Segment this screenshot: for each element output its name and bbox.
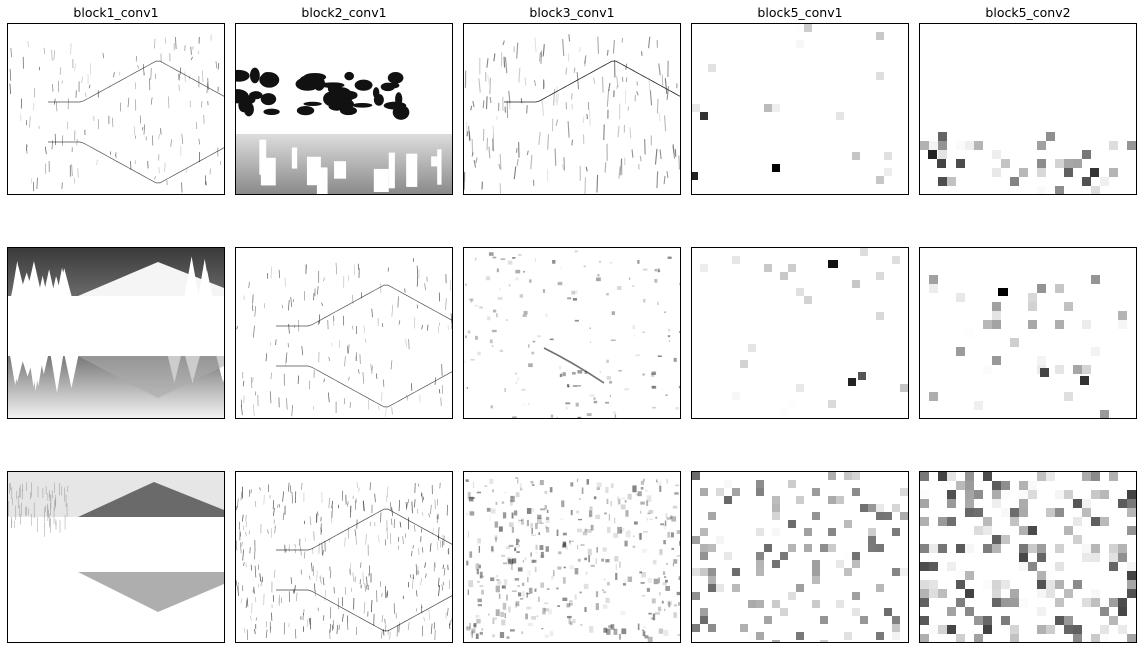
feature-map-r3-block2_conv1 <box>235 471 453 643</box>
feature-map-r3-block2_conv1-image <box>236 472 452 642</box>
feature-map-r2-block1_conv1-image <box>8 248 224 418</box>
column-title-block5_conv1: block5_conv1 <box>757 5 843 20</box>
feature-map-r2-block5_conv2-image <box>920 248 1136 418</box>
column-title-block1_conv1: block1_conv1 <box>73 5 159 20</box>
feature-map-r3-block5_conv1-image <box>692 472 908 642</box>
feature-map-r2-block5_conv2 <box>919 247 1137 419</box>
feature-map-r3-block1_conv1 <box>7 471 225 643</box>
column-title-block3_conv1: block3_conv1 <box>529 5 615 20</box>
feature-map-r2-block5_conv1-image <box>692 248 908 418</box>
feature-map-r1-block3_conv1 <box>463 23 681 195</box>
feature-map-r3-block5_conv2 <box>919 471 1137 643</box>
feature-map-r2-block2_conv1-image <box>236 248 452 418</box>
feature-map-r1-block1_conv1 <box>7 23 225 195</box>
feature-map-r2-block2_conv1 <box>235 247 453 419</box>
feature-map-r2-block3_conv1-image <box>464 248 680 418</box>
feature-map-r3-block5_conv1 <box>691 471 909 643</box>
feature-map-r1-block2_conv1-image <box>236 24 452 194</box>
feature-map-r1-block3_conv1-image <box>464 24 680 194</box>
feature-map-r1-block5_conv2 <box>919 23 1137 195</box>
feature-map-r1-block1_conv1-image <box>8 24 224 194</box>
feature-map-r3-block3_conv1-image <box>464 472 680 642</box>
feature-map-r1-block5_conv1 <box>691 23 909 195</box>
column-title-block2_conv1: block2_conv1 <box>301 5 387 20</box>
feature-map-r2-block1_conv1 <box>7 247 225 419</box>
feature-map-r3-block5_conv2-image <box>920 472 1136 642</box>
feature-map-r2-block3_conv1 <box>463 247 681 419</box>
feature-map-r1-block5_conv2-image <box>920 24 1136 194</box>
column-title-block5_conv2: block5_conv2 <box>985 5 1071 20</box>
feature-map-r1-block2_conv1 <box>235 23 453 195</box>
feature-map-r3-block1_conv1-image <box>8 472 224 642</box>
feature-map-r3-block3_conv1 <box>463 471 681 643</box>
feature-map-r1-block5_conv1-image <box>692 24 908 194</box>
feature-map-r2-block5_conv1 <box>691 247 909 419</box>
